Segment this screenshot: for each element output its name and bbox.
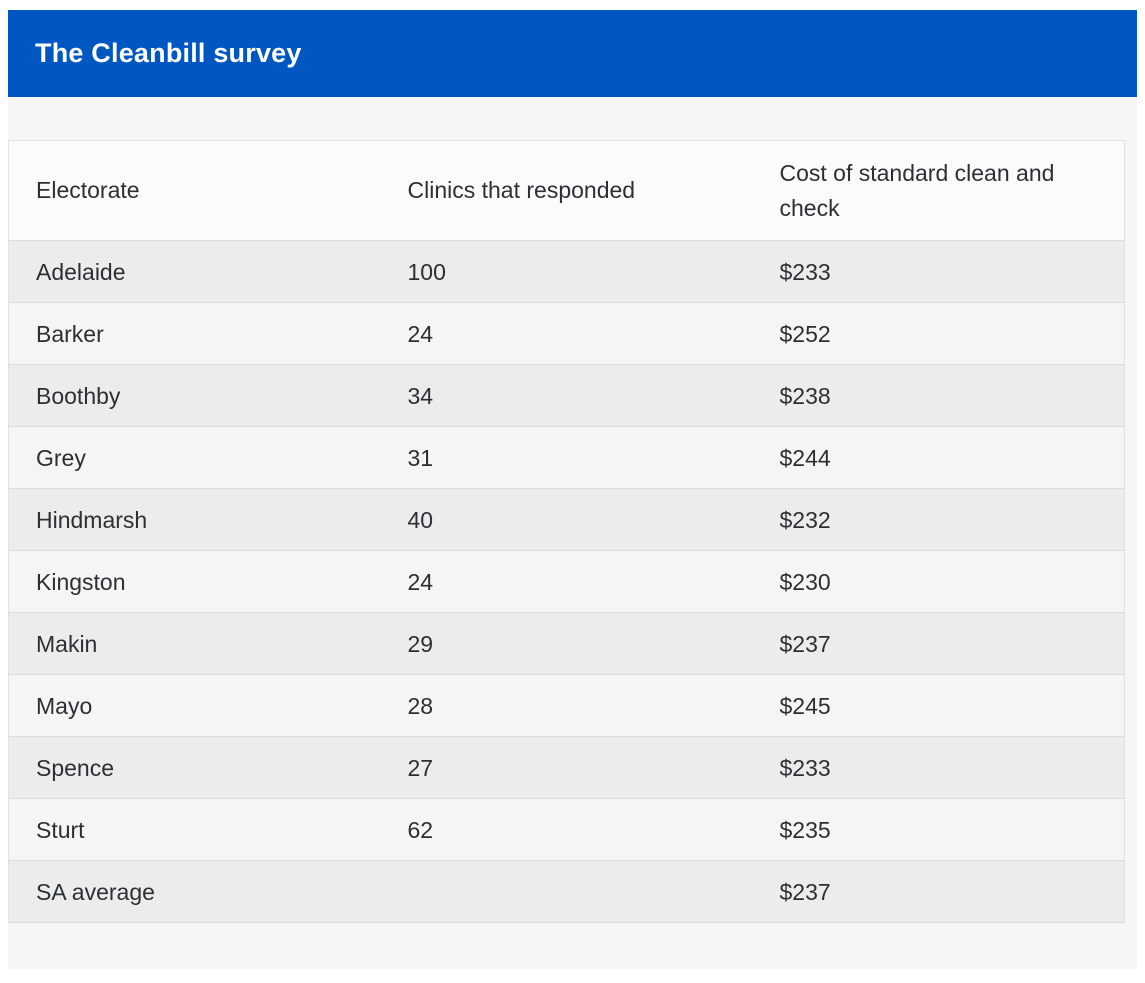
table-header-row: Electorate Clinics that responded Cost o… [8, 140, 1125, 241]
cell-cost: $245 [752, 674, 1125, 737]
panel-title: The Cleanbill survey [35, 38, 302, 68]
cell-electorate: Kingston [8, 550, 381, 613]
table-row: Barker 24 $252 [8, 302, 1125, 365]
cell-electorate: Mayo [8, 674, 381, 737]
column-header-electorate: Electorate [8, 140, 381, 241]
cell-electorate: Barker [8, 302, 381, 365]
cell-cost: $233 [752, 240, 1125, 303]
cell-clinics: 24 [380, 302, 753, 365]
table-row: Grey 31 $244 [8, 426, 1125, 489]
cell-clinics: 24 [380, 550, 753, 613]
table-row: Boothby 34 $238 [8, 364, 1125, 427]
survey-table: Electorate Clinics that responded Cost o… [8, 140, 1125, 923]
cell-clinics [380, 860, 753, 923]
cell-cost: $252 [752, 302, 1125, 365]
column-header-cost: Cost of standard clean and check [752, 140, 1125, 241]
cell-clinics: 62 [380, 798, 753, 861]
cleanbill-survey-panel: The Cleanbill survey Electorate Clinics … [8, 10, 1137, 969]
cell-clinics: 40 [380, 488, 753, 551]
cell-electorate: Makin [8, 612, 381, 675]
cell-clinics: 29 [380, 612, 753, 675]
cell-clinics: 28 [380, 674, 753, 737]
table-row: Sturt 62 $235 [8, 798, 1125, 861]
cell-electorate: Adelaide [8, 240, 381, 303]
table-row: Spence 27 $233 [8, 736, 1125, 799]
cell-cost: $235 [752, 798, 1125, 861]
cell-clinics: 34 [380, 364, 753, 427]
cell-electorate: Spence [8, 736, 381, 799]
cell-clinics: 100 [380, 240, 753, 303]
table-row: Adelaide 100 $233 [8, 240, 1125, 303]
survey-table-body: Adelaide 100 $233 Barker 24 $252 Boothby 34 $238… [8, 240, 1125, 923]
cell-cost: $232 [752, 488, 1125, 551]
cell-electorate: SA average [8, 860, 381, 923]
table-row: Makin 29 $237 [8, 612, 1125, 675]
panel-title-bar: The Cleanbill survey [8, 10, 1137, 97]
table-row: SA average $237 [8, 860, 1125, 923]
table-row: Mayo 28 $245 [8, 674, 1125, 737]
cell-electorate: Grey [8, 426, 381, 489]
cell-cost: $237 [752, 612, 1125, 675]
cell-cost: $238 [752, 364, 1125, 427]
cell-electorate: Boothby [8, 364, 381, 427]
title-table-gap [8, 97, 1137, 140]
table-row: Hindmarsh 40 $232 [8, 488, 1125, 551]
cell-cost: $237 [752, 860, 1125, 923]
cell-cost: $244 [752, 426, 1125, 489]
column-header-clinics: Clinics that responded [380, 140, 753, 241]
cell-electorate: Hindmarsh [8, 488, 381, 551]
cell-cost: $230 [752, 550, 1125, 613]
cell-clinics: 27 [380, 736, 753, 799]
cell-electorate: Sturt [8, 798, 381, 861]
table-row: Kingston 24 $230 [8, 550, 1125, 613]
cell-cost: $233 [752, 736, 1125, 799]
cell-clinics: 31 [380, 426, 753, 489]
